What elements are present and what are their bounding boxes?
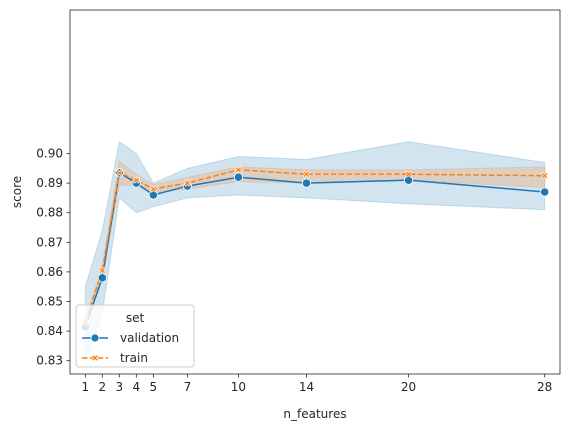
legend-title: set	[126, 311, 145, 325]
data-point-validation	[540, 187, 550, 197]
data-point-train	[234, 166, 243, 174]
data-point-train	[404, 170, 413, 178]
series-markers	[80, 166, 550, 332]
y-tick-label: 0.83	[36, 354, 63, 368]
x-tick-label: 3	[116, 380, 124, 394]
y-tick-label: 0.87	[36, 235, 63, 249]
x-axis: 1 2 3 4 5 7 10 14 20 28	[81, 374, 552, 394]
x-tick-label: 2	[99, 380, 107, 394]
y-tick-label: 0.85	[36, 294, 63, 308]
x-tick-label: 14	[299, 380, 314, 394]
x-tick-label: 4	[133, 380, 141, 394]
ci-band-validation	[84, 140, 546, 364]
legend-label-validation: validation	[120, 331, 179, 345]
x-tick-label: 28	[537, 380, 552, 394]
series-line-train	[84, 169, 545, 323]
data-point-validation	[301, 178, 312, 188]
data-point-train	[132, 176, 140, 184]
x-tick-label: 20	[401, 380, 416, 394]
data-point-train	[302, 170, 311, 178]
data-point-validation	[403, 175, 414, 185]
data-point-validation	[233, 172, 244, 182]
series-line-validation	[84, 171, 545, 327]
x-tick-label: 10	[231, 380, 246, 394]
legend-entries: validation train	[82, 331, 179, 365]
legend: set validation train	[75, 304, 195, 368]
y-tick-label: 0.89	[36, 176, 63, 190]
data-point-train	[149, 185, 157, 193]
legend-box	[75, 304, 195, 368]
plot-frame	[69, 9, 561, 375]
y-axis-label: score	[10, 176, 24, 208]
x-axis-label: n_features	[283, 407, 346, 421]
y-tick-label: 0.86	[36, 265, 63, 279]
data-point-train	[115, 169, 123, 177]
y-tick-label: 0.90	[36, 147, 63, 161]
legend-label-train: train	[120, 351, 148, 365]
data-point-validation	[148, 190, 158, 200]
x-tick-label: 1	[81, 380, 89, 394]
x-tick-label: 5	[150, 380, 158, 394]
y-tick-label: 0.84	[36, 324, 63, 338]
legend-marker-train	[91, 354, 99, 362]
data-point-validation	[97, 273, 107, 283]
legend-marker-validation	[90, 333, 100, 343]
series-lines	[84, 169, 545, 327]
data-point-train	[183, 179, 192, 187]
x-tick-label: 7	[184, 380, 192, 394]
data-point-train	[541, 172, 549, 180]
y-axis: 0.83 0.84 0.85 0.86 0.87 0.88 0.89 0.90	[36, 147, 70, 368]
y-tick-label: 0.88	[36, 206, 63, 220]
data-point-train	[98, 266, 106, 275]
